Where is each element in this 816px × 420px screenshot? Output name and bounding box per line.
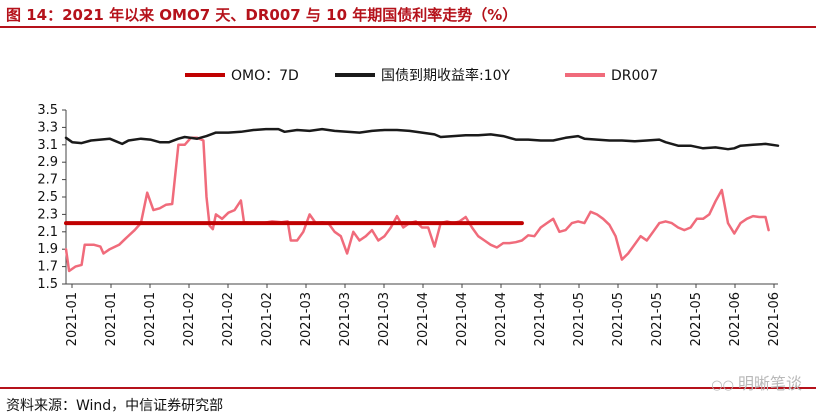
x-tick-label: 2021-01: [143, 292, 158, 346]
x-tick-label: 2021-05: [572, 292, 587, 346]
y-tick-label: 3.1: [37, 138, 58, 153]
y-tick-label: 2.9: [37, 155, 58, 170]
x-tick-label: 2021-03: [299, 292, 314, 346]
y-tick-label: 2.5: [37, 190, 58, 205]
x-tick-label: 2021-02: [182, 292, 197, 346]
x-tick-label: 2021-02: [221, 292, 236, 346]
x-tick-label: 2021-06: [728, 292, 743, 346]
x-tick-label: 2021-04: [455, 292, 470, 346]
figure-title: 图 14：2021 年以来 OMO7 天、DR007 与 10 年期国债利率走势…: [6, 6, 518, 24]
legend-label: 国债到期收益率:10Y: [381, 67, 511, 84]
source-divider: [0, 387, 816, 389]
series-line: [64, 136, 770, 273]
watermark-text: 明晰笔谈: [737, 374, 802, 393]
y-tick-label: 3.3: [37, 120, 58, 135]
x-tick-label: 2021-04: [416, 292, 431, 346]
legend-label: DR007: [611, 68, 658, 84]
x-tick-label: 2021-03: [377, 292, 392, 346]
x-axis: 2021-01 2021-01 2021-01 2021-02 2021-02 2021-…: [65, 283, 782, 346]
x-tick-label: 2021-03: [338, 292, 353, 346]
source-note: 资料来源：Wind，中信证券研究部: [6, 398, 224, 414]
y-tick-label: 3.5: [37, 103, 58, 118]
x-tick-label: 2021-04: [533, 292, 548, 346]
watermark: ○○ 明晰笔谈: [711, 370, 802, 394]
y-tick-label: 1.7: [37, 260, 58, 275]
y-tick-label: 2.3: [37, 207, 58, 222]
plot-area: [64, 127, 780, 273]
series-line: [64, 127, 780, 151]
x-tick-label: 2021-02: [260, 292, 275, 346]
line-chart: OMO：7D 国债到期收益率:10Y DR007 3.5 3.3 3.1 2.9 2.7 2.…: [37, 67, 782, 346]
x-tick-label: 2021-05: [650, 292, 665, 346]
wechat-icon: ○○: [711, 378, 734, 393]
title-divider: [0, 26, 816, 28]
y-tick-label: 2.7: [37, 173, 58, 188]
x-tick-label: 2021-06: [767, 292, 782, 346]
y-axis: 3.5 3.3 3.1 2.9 2.7 2.5 2.3 2.1 1.9 1.7 1.5: [37, 103, 67, 292]
x-tick-label: 2021-01: [104, 292, 119, 346]
y-tick-label: 1.5: [37, 277, 58, 292]
y-tick-label: 1.9: [37, 242, 58, 257]
x-tick-label: 2021-05: [611, 292, 626, 346]
x-tick-label: 2021-05: [689, 292, 704, 346]
x-tick-label: 2021-04: [494, 292, 509, 346]
x-tick-label: 2021-01: [65, 292, 80, 346]
chart-legend: OMO：7D 国债到期收益率:10Y DR007: [185, 67, 658, 84]
y-tick-label: 2.1: [37, 225, 58, 240]
legend-label: OMO：7D: [231, 68, 299, 84]
